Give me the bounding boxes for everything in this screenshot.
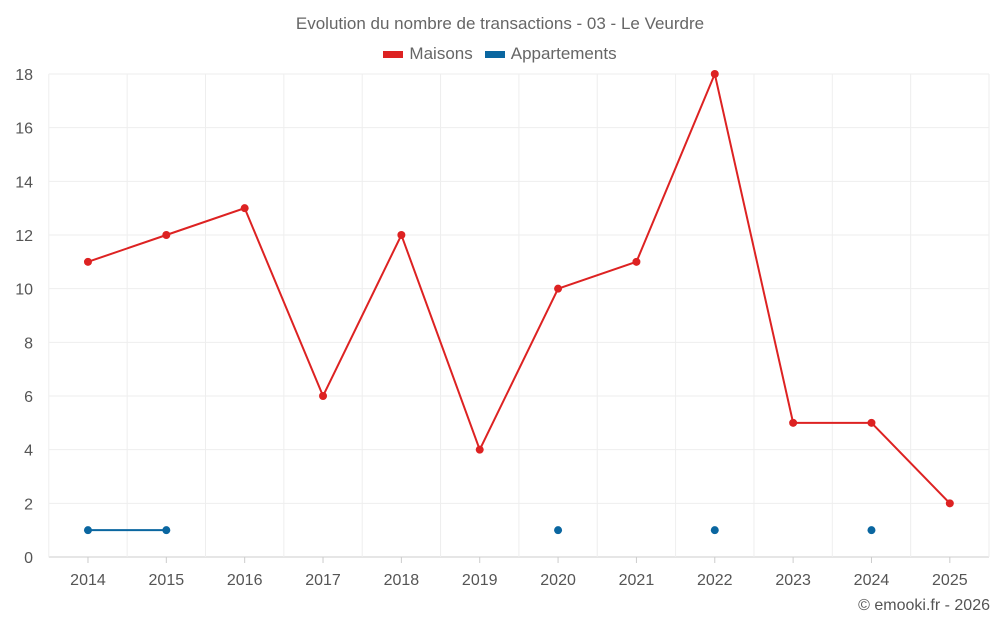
y-tick-label: 10 [15,282,33,299]
data-point-appartements [83,526,92,535]
y-tick-label: 14 [15,174,33,191]
x-tick-label: 2019 [462,572,498,589]
x-tick-label: 2016 [227,572,263,589]
legend: Maisons Appartements [0,44,1000,64]
x-tick-label: 2023 [775,572,811,589]
y-tick-label: 4 [24,443,33,460]
data-point-maisons [397,231,406,239]
data-point-maisons [475,445,484,454]
legend-label-appartements: Appartements [510,44,617,63]
x-tick-label: 2025 [932,572,968,589]
data-point-maisons [867,418,876,427]
x-tick-label: 2014 [70,572,106,589]
legend-label-maisons: Maisons [409,44,473,63]
legend-swatch-maisons [383,50,404,58]
y-tick-label: 18 [15,67,33,84]
y-tick-label: 0 [24,550,33,567]
data-point-appartements [867,526,876,535]
legend-item-appartements[interactable]: Appartements [484,44,617,64]
x-tick-label: 2017 [305,572,341,589]
legend-item-maisons[interactable]: Maisons [383,44,473,64]
y-tick-label: 6 [24,389,33,406]
y-tick-label: 2 [24,496,33,513]
x-tick-label: 2022 [697,572,733,589]
x-tick-label: 2015 [149,572,185,589]
data-point-appartements [162,526,171,535]
data-point-maisons [945,499,954,508]
x-tick-label: 2024 [854,572,890,589]
data-point-appartements [554,526,563,535]
data-point-maisons [554,284,563,293]
x-tick-label: 2021 [619,572,655,589]
data-point-maisons [710,70,719,78]
data-point-appartements [710,526,719,535]
data-point-maisons [240,204,249,213]
data-point-maisons [632,257,641,266]
y-tick-label: 8 [24,335,33,352]
data-point-maisons [83,257,92,266]
legend-swatch-appartements [484,50,505,58]
data-point-maisons [789,418,798,427]
data-point-maisons [319,392,328,400]
x-tick-label: 2020 [540,572,576,589]
series-line-maisons [87,70,951,505]
x-tick-label: 2018 [384,572,420,589]
data-point-maisons [162,231,171,239]
y-tick-label: 16 [15,121,33,138]
y-tick-label: 12 [15,228,33,245]
chart-title: Evolution du nombre de transactions - 03… [295,14,705,33]
credit: © emooki.fr - 2026 [858,597,990,614]
